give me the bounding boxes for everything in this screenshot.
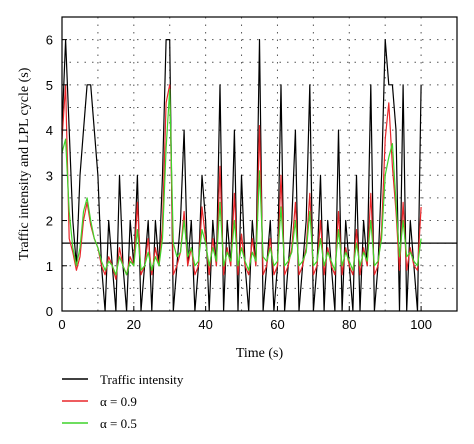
plot-frame: [61, 16, 458, 312]
y-tick-label: 4: [46, 123, 53, 138]
series-line-2: [61, 88, 422, 276]
y-tick-label: 3: [46, 168, 53, 183]
x-tick-label: 80: [342, 317, 356, 332]
x-axis-label: Time (s): [236, 346, 284, 361]
x-tick-label: 0: [58, 317, 65, 332]
x-tick-label: 60: [270, 317, 284, 332]
x-tick-label: 100: [410, 317, 432, 332]
x-tick-label: 20: [127, 317, 141, 332]
y-tick-label: 5: [46, 78, 53, 93]
y-axis-label: Traffic intensity and LPL cycle (s): [17, 67, 32, 260]
legend-label: Traffic intensity: [100, 372, 184, 387]
y-tick-label: 1: [46, 259, 53, 274]
series-lines: [61, 38, 422, 312]
legend-label: α = 0.5: [100, 416, 137, 431]
series-line-0: [61, 38, 422, 312]
x-tick-label: 40: [198, 317, 212, 332]
legend-label: α = 0.9: [100, 394, 137, 409]
y-tick-label: 6: [46, 33, 53, 48]
y-tick-label: 0: [46, 304, 53, 319]
legend: Traffic intensity α = 0.9 α = 0.5: [62, 372, 184, 431]
series-line-1: [61, 84, 422, 280]
axis-ticks: 0 20 40 60 80 100 0 1 2 3 4 5 6: [46, 33, 432, 332]
y-tick-label: 2: [46, 214, 53, 229]
